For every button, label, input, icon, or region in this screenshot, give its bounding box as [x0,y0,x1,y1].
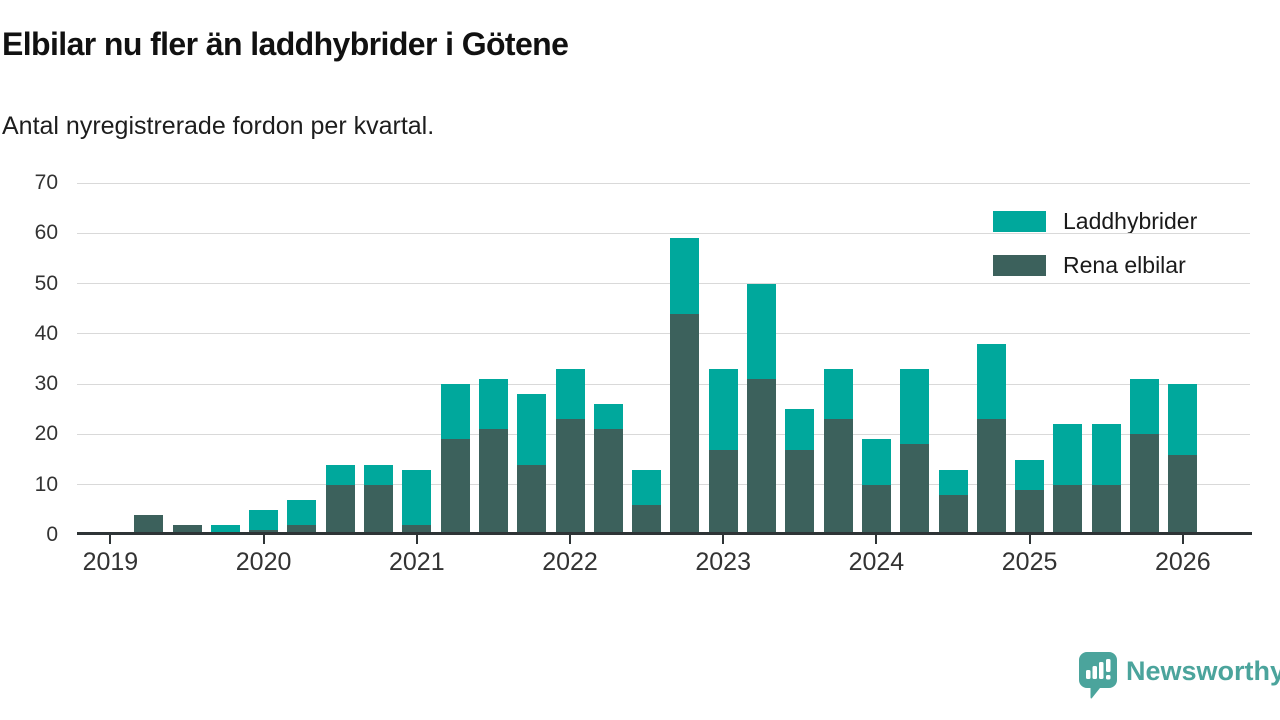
bar-2021-q3-laddhybrider [478,379,508,430]
bar-2019-q4-laddhybrider [210,524,240,535]
x-axis-tick-label: 2019 [82,548,139,576]
bar-2022-q2-rena-elbilar [593,429,623,535]
bar-2024-q4-laddhybrider [976,343,1006,420]
y-axis-tick-label: 0 [46,523,58,546]
bar-2024-q4-rena-elbilar [976,419,1006,535]
x-axis-tick [1028,535,1031,544]
legend-item-laddhybrider: Laddhybrider [993,208,1197,235]
bar-2020-q2-rena-elbilar [287,524,317,535]
y-axis-tick-label: 40 [34,321,58,345]
bar-2023-q3-laddhybrider [785,409,815,450]
bar-2022-q2-laddhybrider [593,404,623,430]
x-axis-tick-label: 2024 [848,548,905,576]
bar-2022-q4-rena-elbilar [670,313,700,535]
brand-name: Newsworthy [1126,656,1280,686]
bar-2022-q1-rena-elbilar [555,419,585,535]
x-axis-tick-label: 2021 [388,548,445,576]
x-axis-tick-label: 2022 [542,548,598,576]
bar-2023-q2-rena-elbilar [747,379,776,535]
bar-2022-q1-laddhybrider [555,369,585,420]
bar-2025-q2-rena-elbilar [1053,484,1083,535]
y-axis-tick-label: 30 [34,372,58,396]
gridline-y-60 [77,232,1250,234]
gridline-y-30 [77,383,1250,385]
x-axis-line [77,532,1252,535]
x-axis-tick [722,535,725,544]
x-axis-tick [1181,535,1184,544]
bar-2025-q1-laddhybrider [1015,459,1045,490]
bar-2020-q4-laddhybrider [364,464,393,485]
bar-2025-q1-rena-elbilar [1015,489,1045,535]
y-axis-tick-label: 60 [34,221,58,245]
legend-swatch-laddhybrider [993,211,1046,232]
newsworthy-logo-icon [1079,652,1117,699]
bar-2026-q1-laddhybrider [1168,384,1198,455]
chart-subtitle: Antal nyregistrerade fordon per kvartal. [2,112,435,140]
bar-2020-q1-laddhybrider [249,509,279,530]
bar-2021-q1-rena-elbilar [402,524,432,535]
legend-swatch-rena-elbilar [993,255,1046,276]
chart-legend: Laddhybrider Rena elbilar [993,208,1197,279]
bar-2020-q2-laddhybrider [287,499,317,525]
x-axis-tick-label: 2020 [235,548,292,576]
bar-2019-q3-rena-elbilar [172,524,202,535]
bar-2020-q3-rena-elbilar [325,484,355,535]
x-axis-tick-label: 2026 [1154,548,1211,576]
gridline-y-20 [77,433,1250,435]
bar-2021-q4-rena-elbilar [517,464,547,535]
bar-2024-q2-laddhybrider [900,369,930,445]
x-axis-tick-label: 2023 [695,548,751,576]
bar-2023-q2-laddhybrider [747,283,776,380]
x-axis-tick [109,535,112,544]
x-axis-tick [875,535,878,544]
bar-2022-q3-laddhybrider [632,469,662,505]
bar-2024-q1-rena-elbilar [861,484,891,535]
bar-2026-q1-rena-elbilar [1168,454,1198,535]
bar-2024-q3-laddhybrider [938,469,968,495]
legend-label: Laddhybrider [1063,208,1198,234]
bar-2024-q2-rena-elbilar [900,444,930,535]
bar-2020-q3-laddhybrider [325,464,355,485]
bar-2021-q4-laddhybrider [517,394,547,465]
bar-2025-q2-laddhybrider [1053,424,1083,485]
bar-2024-q3-rena-elbilar [938,494,968,535]
bar-2021-q2-rena-elbilar [440,439,470,535]
gridline-y-50 [77,283,1250,285]
bar-2021-q1-laddhybrider [402,469,432,525]
bar-2022-q3-rena-elbilar [632,504,662,535]
x-axis-tick [262,535,265,544]
gridline-y-70 [77,182,1250,184]
bar-2023-q4-laddhybrider [823,369,853,420]
bar-2025-q3-laddhybrider [1091,424,1121,485]
x-axis-tick-label: 2025 [1001,548,1058,576]
bar-2023-q4-rena-elbilar [823,419,853,535]
bar-2025-q3-rena-elbilar [1091,484,1121,535]
bar-2023-q1-rena-elbilar [708,449,738,535]
bar-2023-q3-rena-elbilar [785,449,815,535]
bar-2024-q1-laddhybrider [861,439,891,485]
bar-2021-q3-rena-elbilar [478,429,508,535]
bar-2025-q4-rena-elbilar [1130,434,1159,535]
y-axis-tick-label: 10 [34,472,58,496]
x-axis-tick [415,535,418,544]
legend-item-rena-elbilar: Rena elbilar [993,252,1197,279]
bar-2023-q1-laddhybrider [708,369,738,450]
bar-2021-q2-laddhybrider [440,384,470,440]
bar-2022-q4-laddhybrider [670,238,700,314]
gridline-y-40 [77,333,1250,335]
y-axis-tick-label: 70 [34,171,58,194]
brand-footer: Newsworthy [1078,651,1280,699]
gridline-y-10 [77,484,1250,486]
bar-2019-q2-rena-elbilar [134,514,164,535]
chart-title: Elbilar nu fler än laddhybrider i Götene [2,26,569,62]
y-axis-tick-label: 50 [34,271,58,295]
bar-2020-q4-rena-elbilar [364,484,393,535]
y-axis-tick-label: 20 [34,422,58,446]
legend-label: Rena elbilar [1063,252,1186,278]
x-axis-tick [569,535,571,544]
bar-2025-q4-laddhybrider [1130,379,1159,435]
